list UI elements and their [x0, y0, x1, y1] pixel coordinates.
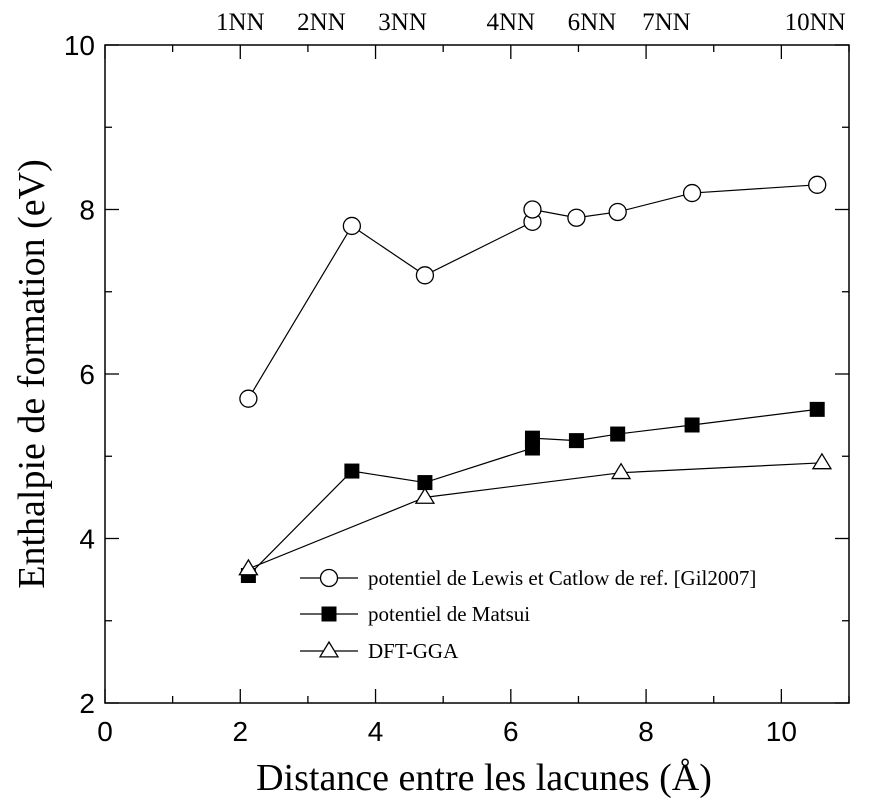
data-point-series-3: [610, 462, 632, 480]
data-point-series-2: [417, 475, 433, 491]
x-tick-label: 6: [503, 716, 519, 747]
data-point-series-3: [238, 558, 259, 576]
legend-label: potentiel de Lewis et Catlow de ref. [Gi…: [368, 566, 756, 590]
data-point-series-1: [415, 266, 435, 285]
series-markers: [238, 175, 833, 584]
legend: potentiel de Lewis et Catlow de ref. [Gi…: [300, 566, 756, 663]
x-tick-label: 2: [232, 716, 248, 747]
top-axis-label: 10NN: [785, 9, 846, 36]
x-tick-label: 4: [368, 716, 384, 747]
y-tick-label: 6: [79, 359, 95, 390]
data-point-series-2: [684, 417, 700, 433]
x-tick-label: 0: [97, 716, 113, 747]
y-axis-title: Enthalpie de formation (eV): [11, 159, 53, 588]
axis-ticks: [104, 44, 850, 704]
y-tick-label: 8: [79, 195, 95, 226]
data-point-series-2: [344, 463, 360, 479]
data-point-series-1: [239, 389, 258, 408]
x-tick-label: 10: [766, 716, 797, 747]
data-point-series-1: [342, 216, 362, 236]
top-axis-label: 1NN: [216, 9, 265, 36]
data-point-series-1: [523, 200, 542, 219]
data-point-series-1: [608, 202, 627, 222]
legend-label: potentiel de Matsui: [368, 602, 530, 626]
top-axis-label: 2NN: [297, 9, 346, 36]
data-point-series-3: [414, 487, 436, 504]
legend-marker: [321, 606, 337, 622]
data-point-series-2: [809, 401, 825, 417]
top-axis-label: 3NN: [378, 9, 427, 36]
data-point-series-2: [610, 426, 626, 442]
data-point-series-1: [567, 208, 586, 227]
top-axis-label: 6NN: [568, 9, 617, 36]
data-point-series-2: [524, 430, 540, 446]
series-lines: [247, 184, 822, 576]
data-point-series-2: [568, 433, 584, 449]
legend-label: DFT-GGA: [368, 639, 459, 663]
legend-marker: [318, 640, 340, 658]
top-axis-label: 4NN: [487, 9, 536, 36]
data-point-series-3: [811, 452, 833, 470]
series-line-3: [248, 462, 822, 570]
x-tick-label: 8: [638, 716, 654, 747]
data-point-series-1: [682, 183, 702, 203]
x-axis-title: Distance entre les lacunes (Å): [256, 757, 712, 799]
legend-marker: [319, 568, 339, 588]
y-tick-label: 4: [79, 524, 95, 555]
y-tick-label: 2: [79, 688, 95, 719]
data-point-series-1: [808, 175, 827, 194]
top-axis-label: 7NN: [642, 9, 691, 36]
y-tick-label: 10: [64, 30, 95, 61]
